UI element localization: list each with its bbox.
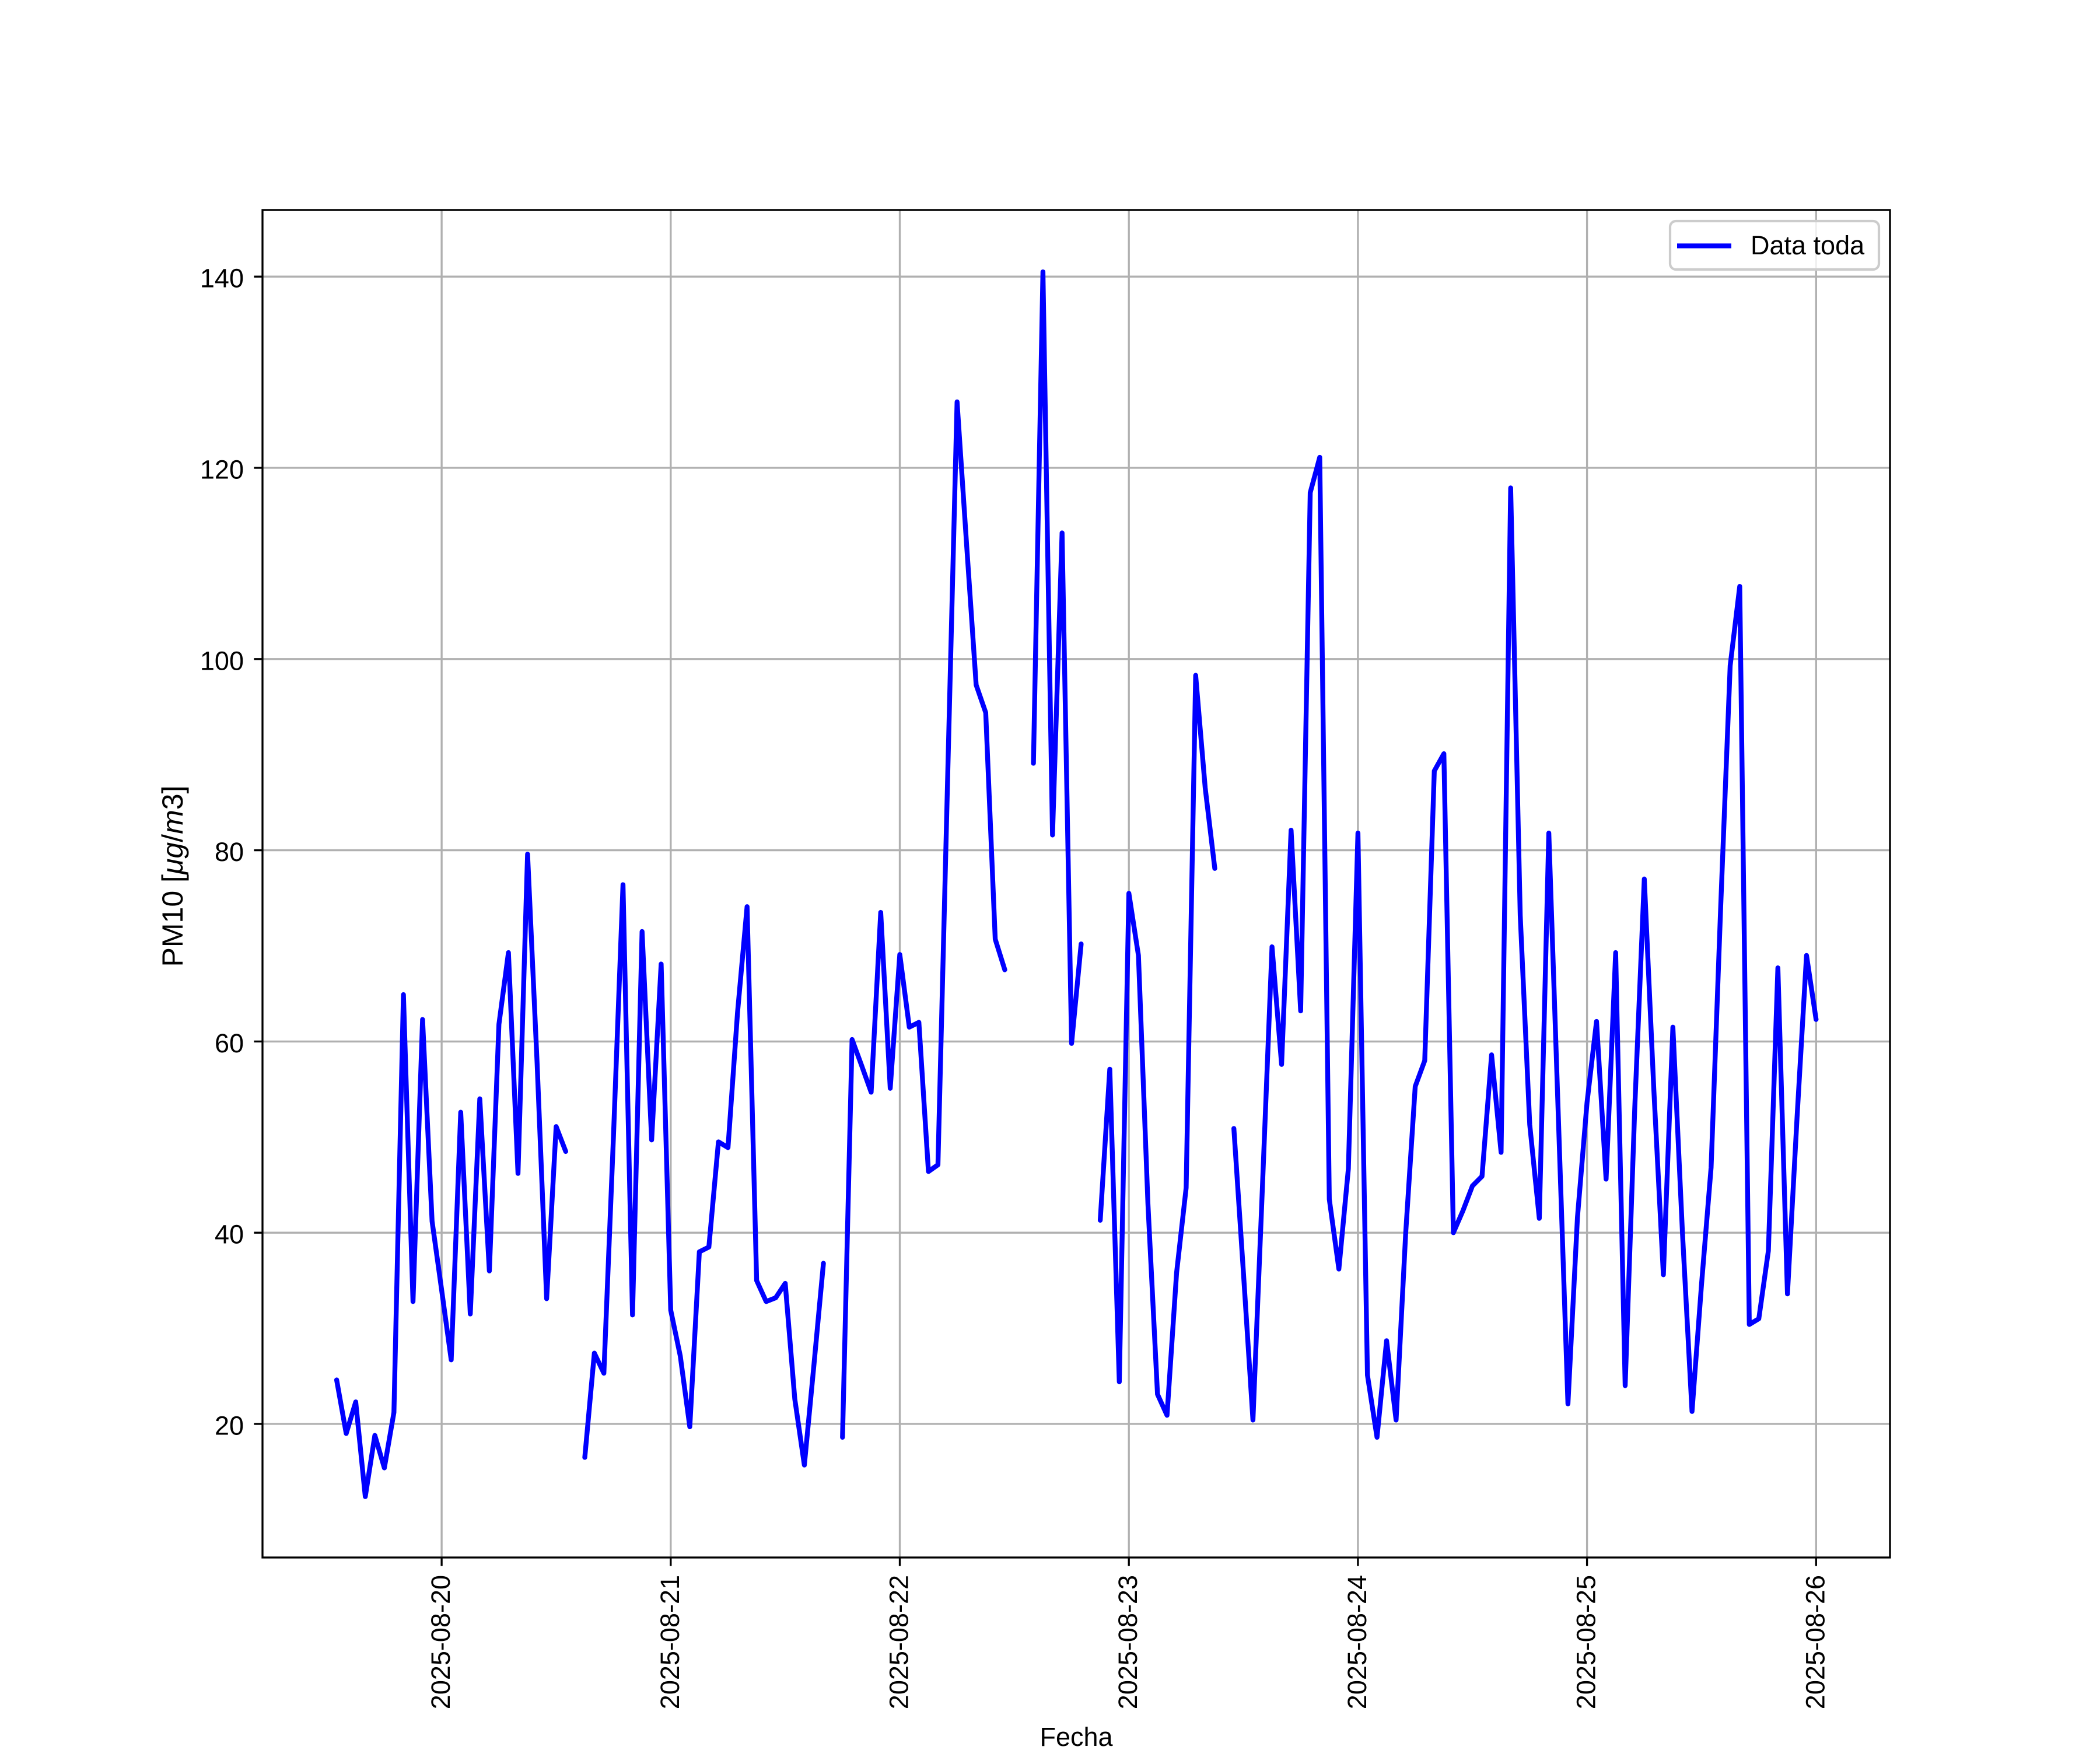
svg-text:140: 140: [200, 264, 244, 293]
svg-text:40: 40: [215, 1220, 244, 1250]
svg-text:100: 100: [200, 646, 244, 676]
svg-text:80: 80: [215, 837, 244, 867]
svg-text:60: 60: [215, 1028, 244, 1058]
svg-text:Fecha: Fecha: [1040, 1722, 1113, 1750]
svg-text:2025-08-24: 2025-08-24: [1342, 1575, 1372, 1709]
svg-text:PM10 [μg/m3]: PM10 [μg/m3]: [156, 786, 189, 967]
svg-text:2025-08-22: 2025-08-22: [884, 1575, 914, 1709]
svg-text:2025-08-26: 2025-08-26: [1800, 1575, 1830, 1709]
svg-text:2025-08-23: 2025-08-23: [1113, 1575, 1143, 1709]
svg-text:2025-08-20: 2025-08-20: [426, 1575, 456, 1709]
svg-text:2025-08-25: 2025-08-25: [1572, 1575, 1601, 1709]
svg-text:2025-08-21: 2025-08-21: [655, 1575, 685, 1709]
svg-text:Data toda: Data toda: [1751, 230, 1865, 260]
svg-text:20: 20: [215, 1411, 244, 1441]
svg-text:120: 120: [200, 455, 244, 485]
